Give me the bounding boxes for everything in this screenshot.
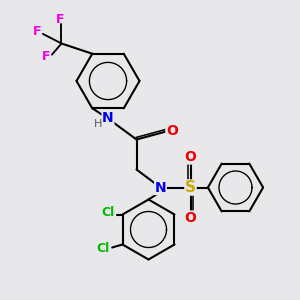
Text: O: O — [166, 124, 178, 138]
Text: F: F — [56, 13, 64, 26]
Text: F: F — [42, 50, 51, 64]
Text: Cl: Cl — [101, 206, 115, 220]
Text: H: H — [94, 119, 103, 129]
Text: O: O — [184, 150, 196, 164]
Text: F: F — [33, 25, 42, 38]
Text: N: N — [102, 112, 114, 125]
Text: Cl: Cl — [97, 242, 110, 256]
Text: S: S — [185, 180, 196, 195]
Text: N: N — [155, 181, 166, 194]
Text: O: O — [184, 211, 196, 225]
